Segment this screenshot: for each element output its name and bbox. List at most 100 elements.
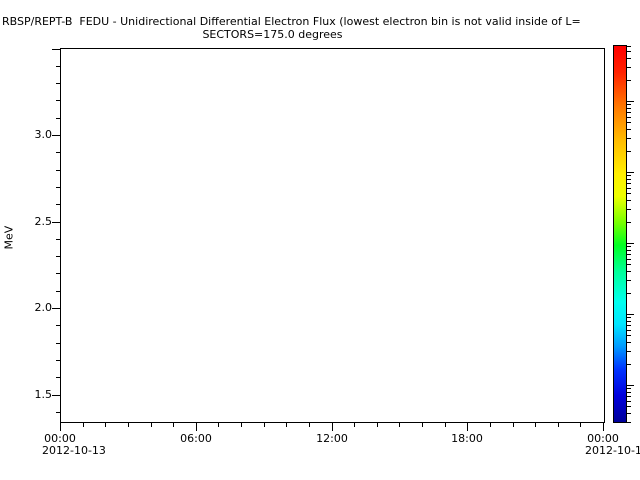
plot-title-line1: RBSP/REPT-B FEDU - Unidirectional Differ… [2, 15, 581, 28]
colorbar-major-tick [627, 172, 634, 173]
colorbar-minor-tick [627, 391, 631, 393]
colorbar-minor-tick [627, 138, 631, 140]
colorbar-major-tick [627, 314, 634, 315]
colorbar-minor-tick [627, 221, 631, 223]
colorbar-minor-tick [627, 209, 631, 211]
x-axis-tick [399, 423, 401, 427]
x-axis-tick [489, 423, 491, 427]
y-axis-label: 1.5 [34, 388, 53, 401]
x-axis-label: 12:00 [316, 432, 348, 445]
y-axis-tick [56, 169, 60, 171]
colorbar-minor-tick [627, 413, 631, 415]
x-axis-date-label: 2012-10-13 [42, 444, 106, 457]
colorbar-minor-tick [627, 351, 631, 353]
colorbar-minor-tick [627, 178, 631, 180]
y-axis-tick [56, 117, 60, 119]
colorbar-minor-tick [627, 175, 631, 177]
x-axis-tick [263, 423, 265, 427]
colorbar-minor-tick [627, 129, 631, 131]
x-axis-tick [105, 423, 107, 427]
colorbar-minor-tick [627, 122, 631, 124]
colorbar-minor-tick [627, 254, 631, 255]
colorbar-minor-tick [627, 104, 631, 106]
y-axis-tick [52, 394, 60, 396]
y-axis-tick [56, 273, 60, 275]
y-axis-tick [56, 325, 60, 327]
colorbar-minor-tick [627, 325, 631, 326]
colorbar-minor-tick [627, 342, 631, 344]
plot-title-line2: SECTORS=175.0 degrees [202, 28, 343, 41]
colorbar-minor-tick [627, 292, 631, 294]
colorbar-minor-tick [627, 400, 631, 402]
x-axis-tick [557, 423, 559, 427]
colorbar-minor-tick [627, 280, 631, 282]
colorbar-minor-tick [627, 335, 631, 337]
colorbar-minor-tick [627, 363, 631, 365]
colorbar-minor-tick [627, 320, 631, 322]
colorbar-minor-tick [627, 317, 631, 319]
x-axis-label: 00:00 [44, 432, 76, 445]
x-axis-tick [467, 423, 469, 431]
colorbar-minor-tick [627, 183, 631, 184]
colorbar-minor-tick [627, 116, 631, 118]
y-axis-tick [56, 65, 60, 67]
y-axis-tick [56, 290, 60, 292]
x-axis-tick [444, 423, 446, 427]
x-axis-tick [127, 423, 129, 427]
colorbar-minor-tick [627, 396, 631, 397]
x-axis-tick [150, 423, 152, 427]
y-axis-tick [56, 152, 60, 154]
y-axis-tick [56, 186, 60, 188]
colorbar-minor-tick [627, 45, 631, 47]
colorbar-minor-tick [627, 329, 631, 331]
colorbar-minor-tick [627, 264, 631, 266]
plot-frame [60, 48, 605, 423]
colorbar-major-tick [627, 243, 634, 244]
y-axis-label: 2.5 [34, 215, 53, 228]
x-axis-label: 00:00 [587, 432, 619, 445]
colorbar-minor-tick [627, 193, 631, 195]
x-axis-tick [60, 423, 61, 431]
x-axis-tick [308, 423, 310, 427]
colorbar-major-tick [627, 101, 634, 102]
colorbar-minor-tick [627, 79, 631, 81]
y-axis-tick [52, 308, 60, 309]
x-axis-label: 06:00 [180, 432, 212, 445]
y-axis-tick [56, 377, 60, 379]
x-axis-tick [195, 423, 197, 431]
x-axis-tick [603, 423, 604, 431]
colorbar-minor-tick [627, 388, 631, 390]
colorbar-minor-tick [627, 51, 631, 53]
y-axis-label: 2.0 [34, 301, 53, 314]
colorbar-minor-tick [627, 246, 631, 248]
x-axis-tick [331, 423, 333, 431]
x-axis-label: 18:00 [451, 432, 483, 445]
colorbar [613, 45, 627, 423]
x-axis-tick [376, 423, 378, 427]
y-axis-tick [52, 48, 60, 50]
colorbar-minor-tick [627, 271, 631, 273]
y-axis-tick [56, 411, 60, 413]
colorbar-minor-tick [627, 187, 631, 189]
colorbar-minor-tick [627, 406, 631, 408]
y-axis-tick [56, 100, 60, 102]
colorbar-major-tick [627, 385, 634, 386]
y-axis-tick [56, 83, 60, 85]
y-axis-tick [52, 135, 60, 136]
x-axis-date-label: 2012-10-14 [585, 444, 640, 457]
x-axis-tick [535, 423, 537, 427]
y-axis-tick [56, 342, 60, 344]
colorbar-minor-tick [627, 249, 631, 251]
x-axis-tick [422, 423, 423, 427]
x-axis-tick [218, 423, 220, 427]
y-axis-tick [56, 204, 60, 206]
colorbar-minor-tick [627, 112, 631, 113]
y-axis-title: MeV [2, 225, 16, 250]
colorbar-minor-tick [627, 258, 631, 260]
x-axis-tick [354, 423, 356, 427]
colorbar-minor-tick [627, 67, 631, 69]
x-axis-tick [241, 423, 242, 427]
x-axis-tick [512, 423, 514, 427]
y-axis-tick [52, 221, 60, 223]
